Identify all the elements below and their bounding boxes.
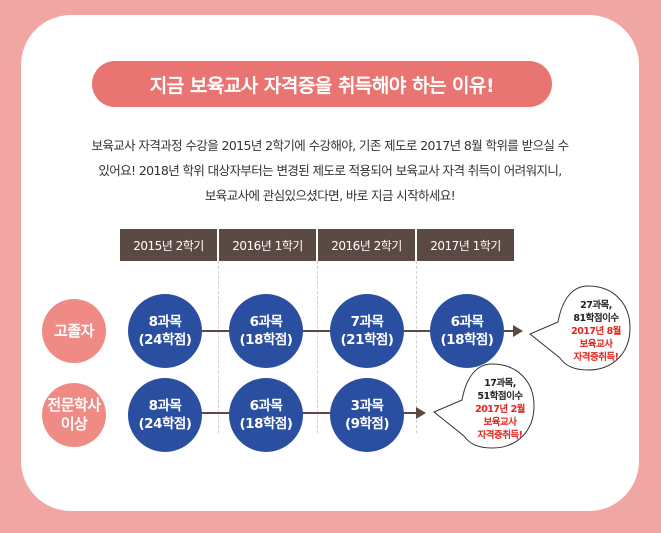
course-credits: (24학점) — [138, 332, 192, 348]
result-bubble: 17과목, 51학점이수 2017년 2월 보육교사 자격증취득! — [464, 377, 536, 442]
semester-header: 2016년 1학기 — [219, 229, 316, 261]
course-circle: 6과목 (18학점) — [430, 294, 504, 368]
result-line: 보육교사 — [483, 417, 517, 428]
course-count: 6과목 — [249, 398, 283, 414]
result-line: 보육교사 — [579, 339, 613, 350]
intro-text: 보육교사 자격과정 수강을 2015년 2학기에 수강해야, 기존 제도로 20… — [70, 133, 590, 208]
course-circle: 6과목 (18학점) — [229, 378, 303, 452]
result-bubble: 27과목, 81학점이수 2017년 8월 보육교사 자격증취득! — [560, 299, 632, 364]
column-divider — [317, 261, 318, 433]
result-line: 27과목, — [580, 300, 612, 311]
result-line: 81학점이수 — [573, 313, 619, 324]
result-line: 51학점이수 — [477, 391, 523, 402]
course-count: 7과목 — [350, 314, 384, 330]
semester-header: 2015년 2학기 — [120, 229, 217, 261]
column-divider — [218, 261, 219, 433]
course-credits: (21학점) — [340, 332, 394, 348]
course-circle: 7과목 (21학점) — [330, 294, 404, 368]
course-circle: 3과목 (9학점) — [330, 378, 404, 452]
course-credits: (18학점) — [440, 332, 494, 348]
arrow-head-icon — [416, 407, 426, 419]
course-credits: (9학점) — [344, 416, 390, 432]
result-line: 자격증취득! — [477, 430, 523, 441]
result-date: 2017년 8월 — [571, 326, 621, 337]
intro-line: 있어요! 2018년 학위 대상자부터는 변경된 제도로 적용되어 보육교사 자… — [98, 163, 562, 178]
row-label-college: 전문학사 이상 — [42, 383, 106, 447]
course-credits: (24학점) — [138, 416, 192, 432]
course-circle: 8과목 (24학점) — [128, 294, 202, 368]
row-label-text: 고졸자 — [54, 321, 94, 340]
arrow-head-icon — [513, 325, 523, 337]
speech-bubble-icon — [529, 285, 631, 371]
course-count: 6과목 — [450, 314, 484, 330]
course-circle: 8과목 (24학점) — [128, 378, 202, 452]
semester-header: 2017년 1학기 — [417, 229, 514, 261]
course-circle: 6과목 (18학점) — [229, 294, 303, 368]
course-count: 8과목 — [148, 314, 182, 330]
result-date: 2017년 2월 — [475, 404, 525, 415]
course-count: 3과목 — [350, 398, 384, 414]
course-credits: (18학점) — [239, 332, 293, 348]
intro-line: 보육교사에 관심있으셨다면, 바로 지금 시작하세요! — [204, 188, 456, 203]
course-credits: (18학점) — [239, 416, 293, 432]
row-label-text: 이상 — [60, 415, 88, 433]
result-line: 자격증취득! — [573, 352, 619, 363]
row-label-high-school: 고졸자 — [42, 299, 106, 363]
speech-bubble-icon — [433, 363, 535, 449]
semester-header: 2016년 2학기 — [318, 229, 415, 261]
row-label-text: 전문학사 — [47, 396, 101, 414]
course-count: 8과목 — [148, 398, 182, 414]
column-divider — [416, 261, 417, 433]
intro-line: 보육교사 자격과정 수강을 2015년 2학기에 수강해야, 기존 제도로 20… — [91, 138, 569, 153]
course-count: 6과목 — [249, 314, 283, 330]
result-line: 17과목, — [484, 378, 516, 389]
page-title: 지금 보육교사 자격증을 취득해야 하는 이유! — [92, 61, 552, 107]
